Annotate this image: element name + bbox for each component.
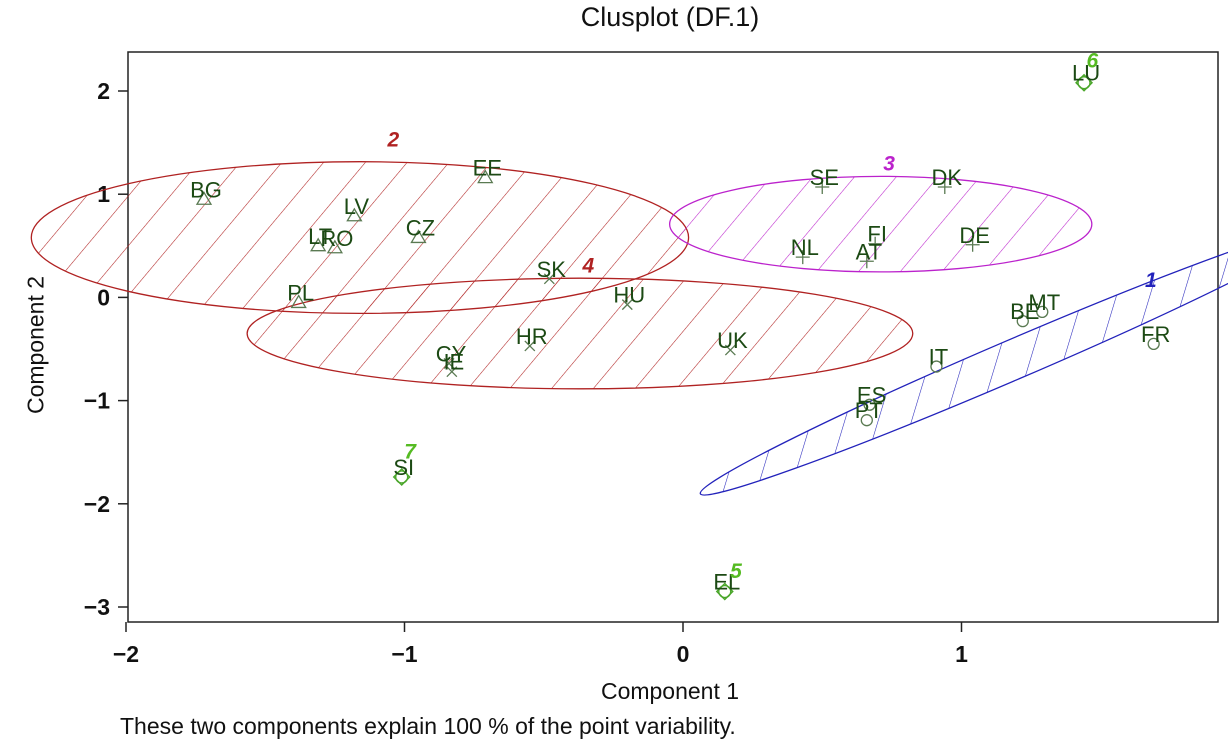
point-label-de: DE: [959, 223, 990, 248]
point-marker-at: [859, 254, 874, 269]
cluster-label-3: 3: [883, 152, 895, 175]
point-marker-mt: [1036, 305, 1049, 318]
y-tick-label: −2: [84, 491, 110, 517]
cluster-label-5: 5: [730, 560, 742, 583]
point-label-hr: HR: [516, 324, 548, 349]
point-label-mt: MT: [1028, 290, 1060, 315]
point-label-si: SI: [393, 455, 414, 480]
point-label-bg: BG: [190, 177, 222, 202]
cluster-label-7: 7: [404, 440, 417, 463]
point-marker-nl: [795, 250, 810, 265]
point-marker-ie: [446, 366, 458, 378]
point-marker-hr: [524, 340, 536, 352]
point-label-cz: CZ: [406, 216, 435, 241]
point-label-se: SE: [810, 165, 839, 190]
point-label-lt: LT: [308, 224, 332, 249]
point-label-es: ES: [857, 383, 886, 408]
cluster-ellipse-3: [668, 175, 1093, 273]
cluster-label-6: 6: [1087, 49, 1099, 72]
point-marker-it: [930, 360, 943, 373]
point-marker-pl: [290, 294, 307, 309]
point-marker-cz: [410, 229, 427, 244]
point-marker-fr: [1147, 337, 1160, 350]
x-axis-label: Component 1: [600, 678, 740, 704]
point-label-fr: FR: [1141, 322, 1170, 347]
chart-title: Clusplot (DF.1): [580, 2, 760, 32]
point-label-pt: PT: [855, 398, 883, 423]
point-label-ee: EE: [473, 156, 502, 181]
point-label-lu: LU: [1072, 61, 1100, 86]
point-marker-se: [815, 179, 830, 194]
point-label-pl: PL: [287, 281, 314, 306]
point-marker-hu: [621, 299, 633, 311]
point-marker-lt: [310, 237, 327, 252]
point-label-be: BE: [1010, 299, 1039, 324]
y-tick-label: −1: [84, 388, 110, 414]
point-marker-fi: [868, 236, 883, 251]
x-tick-label: −2: [113, 641, 139, 667]
point-label-it: IT: [929, 345, 949, 370]
point-label-nl: NL: [791, 235, 819, 260]
point-marker-ee: [477, 169, 494, 184]
point-label-lv: LV: [344, 194, 370, 219]
point-marker-sk: [543, 273, 555, 285]
point-marker-uk: [724, 344, 736, 356]
point-label-ie: IE: [443, 350, 464, 375]
point-marker-pt: [860, 414, 873, 427]
point-label-hu: HU: [613, 283, 645, 308]
y-tick-label: 2: [97, 78, 110, 104]
point-marker-si: [392, 467, 411, 486]
cluster-label-1: 1: [1145, 269, 1157, 292]
plot-frame: [127, 51, 1219, 623]
point-label-sk: SK: [537, 257, 567, 282]
point-marker-dk: [937, 179, 952, 194]
point-marker-el: [715, 582, 734, 601]
point-marker-de: [965, 237, 980, 252]
point-label-el: EL: [713, 570, 740, 595]
point-label-ro: RO: [320, 226, 353, 251]
x-tick-label: 1: [955, 641, 968, 667]
cluster-label-2: 2: [387, 129, 400, 152]
point-marker-lu: [1075, 73, 1094, 92]
point-marker-bg: [195, 191, 213, 205]
point-marker-cy: [443, 357, 455, 369]
cluster-label-4: 4: [581, 255, 594, 278]
y-tick-label: 0: [97, 284, 110, 310]
y-tick-label: −3: [84, 594, 110, 620]
point-label-at: AT: [856, 239, 882, 264]
x-tick-label: −1: [391, 641, 417, 667]
point-marker-lv: [346, 207, 363, 222]
cluster-ellipse-1: [699, 225, 1228, 496]
point-marker-be: [1016, 314, 1029, 328]
point-label-cy: CY: [436, 341, 467, 366]
point-marker-ro: [326, 239, 344, 254]
point-marker-es: [863, 398, 876, 411]
y-axis-label: Component 2: [22, 275, 49, 415]
variability-caption: These two components explain 100 % of th…: [120, 713, 736, 739]
x-tick-label: 0: [677, 641, 690, 667]
point-label-fi: FI: [867, 222, 887, 247]
point-label-dk: DK: [932, 165, 963, 190]
cluster-ellipse-4: [246, 277, 914, 390]
point-label-uk: UK: [717, 328, 748, 353]
